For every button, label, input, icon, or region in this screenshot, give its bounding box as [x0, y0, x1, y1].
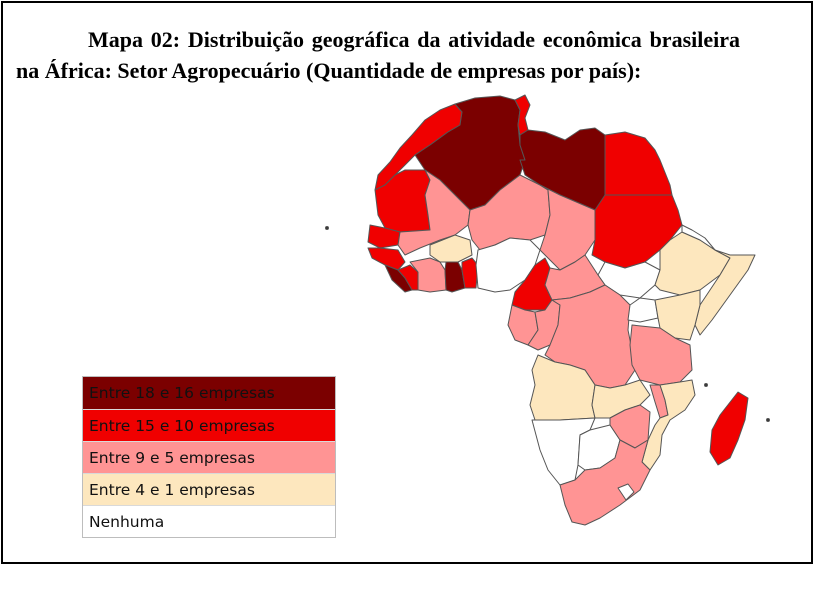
legend-item-5-9: Entre 9 e 5 empresas — [83, 441, 335, 473]
country-kenya — [654, 289, 701, 341]
island-mauritius — [766, 418, 770, 422]
country-south-africa — [559, 439, 651, 526]
country-madagascar — [709, 391, 749, 466]
country-benin — [461, 257, 479, 289]
country-uganda — [627, 297, 659, 323]
legend-item-1-4: Entre 4 e 1 empresas — [83, 473, 335, 505]
africa-map — [325, 94, 770, 526]
country-egypt — [604, 131, 673, 196]
country-mali — [397, 169, 471, 256]
country-lesotho — [617, 483, 635, 501]
legend-label: Entre 9 e 5 empresas — [89, 448, 255, 467]
map-legend: Entre 18 e 16 empresas Entre 15 e 10 emp… — [82, 376, 336, 538]
country-somalia — [694, 249, 756, 336]
legend-label: Entre 15 e 10 empresas — [89, 416, 275, 435]
country-guinea — [367, 247, 406, 271]
legend-label: Entre 18 e 16 empresas — [89, 384, 275, 402]
map-title: Mapa 02: Distribuição geográfica da ativ… — [16, 27, 740, 83]
legend-item-none: Nenhuma — [83, 505, 335, 537]
legend-label: Nenhuma — [89, 512, 165, 531]
island-cape-verde — [325, 226, 329, 230]
country-ghana — [444, 261, 466, 293]
country-mozambique — [641, 379, 696, 471]
legend-label: Entre 4 e 1 empresas — [89, 480, 255, 499]
legend-item-16-18: Entre 18 e 16 empresas — [83, 377, 335, 409]
island-comoros — [704, 383, 708, 387]
country-burkina-faso — [429, 234, 473, 263]
legend-item-10-15: Entre 15 e 10 empresas — [83, 409, 335, 441]
